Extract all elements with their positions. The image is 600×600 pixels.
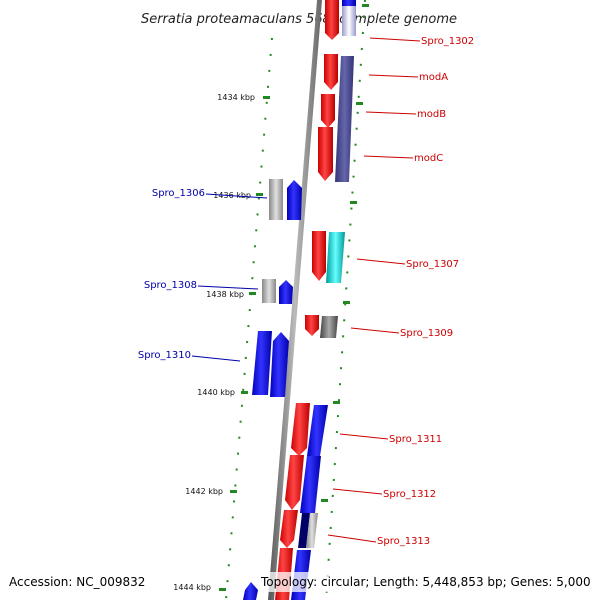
gene-arrow-spro-1306[interactable]	[287, 180, 302, 220]
gene-arrow-spro-1308[interactable]	[279, 280, 293, 304]
left-label-leaders	[191, 193, 268, 362]
cog-bar-spro-1308	[262, 279, 276, 303]
tick-marks	[219, 96, 270, 591]
cog-bar-spro-1312	[300, 456, 321, 513]
tick-label: 1438 kbp	[206, 290, 244, 299]
cog-bar-spro-1306	[269, 179, 283, 220]
gene-label-spro-1312[interactable]: Spro_1312	[383, 489, 436, 500]
cog-bar-spro-1302	[342, 0, 356, 6]
gene-label-spro-1307[interactable]: Spro_1307	[406, 259, 459, 270]
gene-arrow-spro-1313[interactable]	[280, 510, 298, 548]
gene-arrow-spro-1302[interactable]	[325, 0, 339, 40]
gene-arrow-modb[interactable]	[321, 94, 335, 128]
gene-label-spro-1308[interactable]: Spro_1308	[144, 280, 197, 291]
accession-text: Accession: NC_009832	[9, 575, 145, 589]
cog-bar-spro-1309	[320, 316, 338, 338]
cog-bar-spro-1311	[307, 405, 328, 456]
gene-arrow-modc[interactable]	[318, 127, 333, 181]
cog-bar-spro-1313	[306, 513, 318, 548]
gene-arrow-spro-1310[interactable]	[270, 332, 289, 397]
cog-bar-spro-1307	[326, 232, 345, 283]
gene-label-spro-1313[interactable]: Spro_1313	[377, 536, 430, 547]
tick-label: 1444 kbp	[173, 583, 211, 592]
accession-backdrop	[0, 572, 160, 592]
gene-label-spro-1302[interactable]: Spro_1302	[421, 36, 474, 47]
topology-backdrop	[258, 572, 600, 592]
outer-tick-marks	[321, 4, 369, 502]
gene-label-moda[interactable]: modA	[419, 72, 448, 83]
gene-label-modc[interactable]: modC	[414, 153, 443, 164]
tick-label: 1434 kbp	[217, 93, 255, 102]
cog-bar-spro-1310	[252, 331, 272, 395]
gene-arrow-bottom[interactable]	[243, 582, 258, 600]
inner-dotted-ring	[225, 37, 273, 600]
cog-bar-mod-operon	[335, 56, 354, 182]
gene-label-spro-1306[interactable]: Spro_1306	[152, 188, 205, 199]
gene-label-spro-1311[interactable]: Spro_1311	[389, 434, 442, 445]
tick-label: 1442 kbp	[185, 487, 223, 496]
gene-label-spro-1310[interactable]: Spro_1310	[138, 350, 191, 361]
gene-arrow-spro-1307[interactable]	[312, 231, 326, 281]
genome-backbone	[268, 0, 322, 600]
right-label-leaders	[327, 37, 421, 543]
gene-label-modb[interactable]: modB	[417, 109, 446, 120]
gene-label-spro-1309[interactable]: Spro_1309	[400, 328, 453, 339]
tick-label: 1440 kbp	[197, 388, 235, 397]
gene-arrow-spro-1309[interactable]	[305, 315, 319, 336]
topology-text: Topology: circular; Length: 5,448,853 bp…	[260, 575, 591, 589]
map-title: Serratia proteamaculans 568, complete ge…	[141, 12, 457, 27]
cog-bar-spro-1302-pale	[342, 6, 356, 36]
gene-arrow-spro-1312[interactable]	[285, 455, 304, 510]
gene-arrow-spro-1311[interactable]	[291, 403, 310, 456]
gene-arrow-moda[interactable]	[324, 54, 338, 90]
